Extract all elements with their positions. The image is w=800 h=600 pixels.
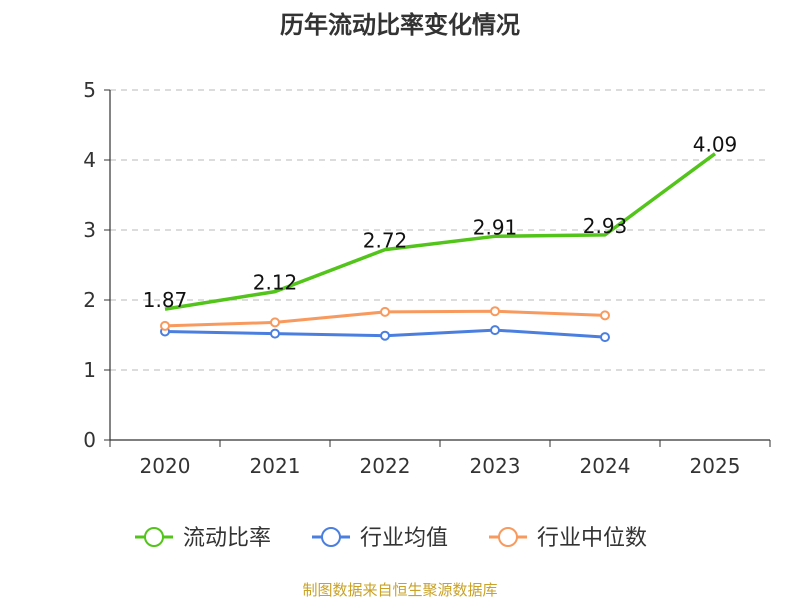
x-tick-label: 2021 bbox=[250, 454, 301, 478]
series-point-2 bbox=[600, 310, 610, 321]
x-tick-label: 2024 bbox=[580, 454, 631, 478]
x-tick-label: 2023 bbox=[470, 454, 521, 478]
series-lines bbox=[160, 152, 717, 343]
data-label: 2.91 bbox=[473, 215, 518, 239]
x-tick-label: 2020 bbox=[140, 454, 191, 478]
y-tick-label: 4 bbox=[83, 148, 96, 172]
x-tick-label: 2022 bbox=[360, 454, 411, 478]
data-label: 2.12 bbox=[253, 271, 298, 295]
legend-label: 流动比率 bbox=[183, 526, 271, 551]
legend-label: 行业中位数 bbox=[537, 526, 647, 551]
y-tick-label: 3 bbox=[83, 218, 96, 242]
series-point-2 bbox=[380, 306, 390, 317]
series-point-1 bbox=[380, 330, 390, 341]
series-point-2 bbox=[490, 306, 500, 317]
legend: 流动比率 行业均值 行业中位数 bbox=[135, 526, 647, 551]
y-tick-label: 1 bbox=[83, 358, 96, 382]
legend-marker bbox=[144, 527, 164, 547]
series-point-1 bbox=[490, 325, 500, 336]
y-tick-label: 2 bbox=[83, 288, 96, 312]
legend-marker bbox=[321, 527, 341, 547]
x-tick-label: 2025 bbox=[690, 454, 741, 478]
data-label: 4.09 bbox=[693, 133, 738, 157]
grid-lines bbox=[110, 89, 770, 371]
data-label: 1.87 bbox=[143, 288, 188, 312]
data-label: 2.93 bbox=[583, 214, 628, 238]
series-line-0 bbox=[164, 152, 717, 311]
data-labels: 1.87 2.12 2.72 2.91 2.93 4.09 bbox=[143, 133, 738, 312]
legend-marker bbox=[498, 527, 518, 547]
axes: 0 1 2 3 4 5 2020 2021 2022 2023 2024 2025 bbox=[83, 78, 771, 478]
series-point-2 bbox=[270, 317, 280, 328]
source-note: 制图数据来自恒生聚源数据库 bbox=[302, 581, 497, 599]
series-point-1 bbox=[270, 328, 280, 339]
legend-label: 行业均值 bbox=[360, 526, 448, 551]
data-label: 2.72 bbox=[363, 229, 408, 253]
series-point-2 bbox=[160, 320, 170, 331]
series-point-1 bbox=[600, 332, 610, 343]
chart-title: 历年流动比率变化情况 bbox=[280, 11, 520, 39]
y-tick-label: 5 bbox=[83, 78, 96, 102]
y-tick-label: 0 bbox=[83, 428, 96, 452]
